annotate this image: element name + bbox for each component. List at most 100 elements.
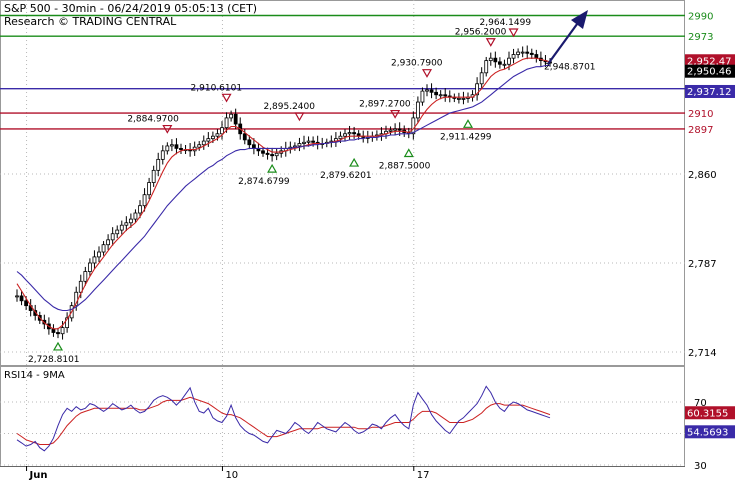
candle-body — [397, 128, 402, 131]
candle-body — [493, 57, 498, 63]
forecast-arrow — [547, 10, 588, 65]
high-label: 2,910.6101 — [191, 83, 243, 93]
candle-body — [56, 332, 60, 335]
rsi-tick-label: 70 — [694, 398, 707, 409]
moving-averages — [16, 57, 551, 330]
candle-body — [456, 98, 461, 100]
low-label: 2,911.4299 — [440, 132, 492, 142]
candle-body — [443, 94, 448, 97]
candle-body — [106, 239, 111, 246]
candle-body — [160, 150, 165, 160]
rsi-tag-bg — [685, 406, 735, 420]
main-panel-frame — [0, 0, 685, 366]
candle-body — [128, 218, 133, 224]
candle-body — [488, 57, 493, 62]
candle-body — [220, 127, 224, 135]
annotations: 2,728.8101 2,884.9700 2,910.6101 2,874.6799… — [28, 18, 596, 365]
candle-body — [516, 51, 521, 55]
candle-body — [311, 140, 316, 143]
level-label: 2973 — [688, 32, 713, 43]
low-marker — [349, 157, 360, 167]
candle-body — [274, 152, 279, 157]
candle-body — [520, 51, 525, 54]
candle-body — [242, 133, 247, 141]
candle-body — [197, 144, 202, 148]
price-tag-bg — [685, 84, 735, 98]
low-label: 2,874.6799 — [238, 177, 290, 187]
candle-body — [411, 117, 416, 135]
candle-body — [529, 52, 534, 55]
candle-body — [415, 101, 420, 119]
candle-body — [534, 54, 539, 59]
price-tag-label: 2,952.47 — [687, 56, 732, 67]
rsi-tag-label: 54.5693 — [687, 427, 728, 438]
candle-body — [306, 140, 311, 143]
high-marker — [508, 28, 519, 38]
high-label: 2,964.1499 — [480, 18, 532, 28]
candle-body — [388, 129, 393, 132]
price-tag-label: 2,950.46 — [687, 67, 732, 78]
low-marker — [462, 119, 474, 128]
rsi-title: RSI14 - 9MA — [4, 370, 65, 381]
candle-body — [97, 251, 101, 258]
candle-body — [438, 94, 443, 97]
candle-body — [124, 222, 129, 226]
candle-body — [83, 271, 88, 282]
ma-fast-line — [16, 57, 551, 330]
candle-body — [78, 280, 83, 293]
candle-body — [507, 57, 511, 65]
rsi-line — [16, 385, 551, 452]
candle-body — [201, 140, 206, 146]
high-marker — [294, 112, 305, 122]
gridlines — [0, 0, 685, 466]
candle-body — [60, 327, 65, 335]
chart-subtitle: Research © TRADING CENTRAL — [4, 15, 177, 28]
candle-body — [51, 328, 56, 333]
high-marker — [162, 124, 173, 134]
candle-body — [251, 144, 256, 149]
candle-body — [92, 256, 97, 264]
candle-body — [302, 141, 306, 144]
high-label: 2,956.2000 — [455, 28, 507, 38]
chart-title: S&P 500 - 30min - 06/24/2019 05:05:13 (C… — [4, 2, 257, 15]
candle-body — [270, 154, 275, 157]
candle-body — [265, 152, 270, 155]
low-label: 2,879.6201 — [320, 171, 372, 181]
level-label: 2897 — [688, 125, 713, 136]
candle-body — [224, 117, 229, 129]
high-label: 2,930.7900 — [391, 59, 443, 69]
candle-body — [101, 244, 106, 253]
value-label: 2,948.8701 — [544, 63, 596, 73]
candle-body — [497, 61, 502, 65]
rsi-tag-bg — [685, 425, 735, 439]
y-tick-label: 2,714 — [688, 348, 717, 359]
candle-body — [179, 147, 183, 151]
candle-body — [87, 262, 92, 272]
y-tick-label: 2,860 — [688, 170, 717, 181]
candle-body — [142, 194, 147, 207]
high-marker — [485, 38, 496, 47]
candle-body — [165, 145, 170, 152]
price-tag-bg — [685, 64, 735, 78]
low-label: 2,728.8101 — [28, 355, 80, 365]
candle-body — [484, 60, 489, 74]
x-tick-label: 17 — [417, 470, 430, 480]
candle-body — [425, 89, 429, 92]
candle-body — [420, 90, 425, 103]
level-lines — [0, 14, 685, 130]
candle-body — [525, 51, 530, 54]
x-tick-label: Jun — [29, 470, 48, 480]
price-tag-bg — [685, 54, 735, 68]
candle-body — [151, 169, 156, 183]
rsi-tag-label: 60.3155 — [687, 408, 728, 419]
candle-body — [169, 144, 174, 147]
candle-body — [215, 133, 220, 137]
candle-body — [511, 54, 516, 59]
candle-body — [434, 91, 439, 96]
candle-body — [247, 139, 252, 146]
level-label: 2910 — [688, 109, 713, 120]
x-tick-label: 10 — [225, 470, 238, 480]
high-label: 2,884.9700 — [127, 115, 179, 125]
